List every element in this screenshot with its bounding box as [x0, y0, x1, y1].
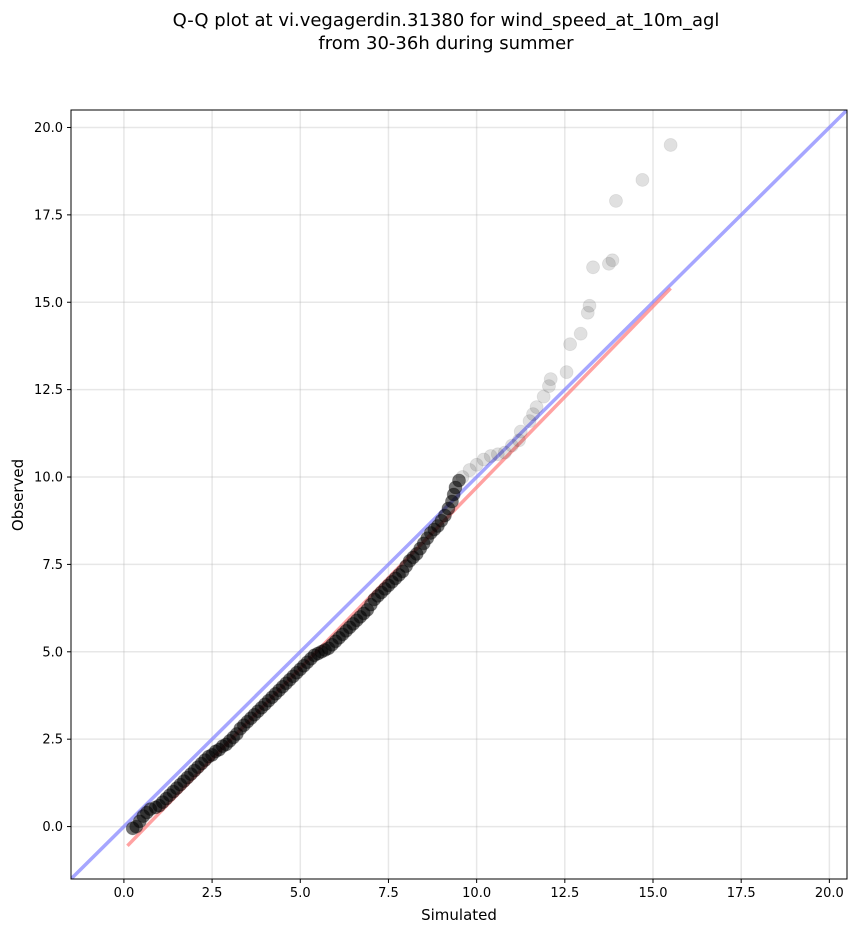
quantile-point: [497, 445, 512, 460]
quantile-point: [586, 260, 600, 275]
x-tick-label: 20.0: [815, 886, 844, 901]
x-tick-label: 5.0: [290, 886, 311, 901]
y-axis-label: Observed: [9, 459, 27, 531]
quantile-point: [582, 298, 597, 313]
y-tick-label: 5.0: [42, 645, 63, 660]
x-tick-label: 12.5: [550, 886, 579, 901]
quantile-point: [522, 414, 537, 428]
x-tick-label: 7.5: [378, 886, 399, 901]
quantile-point: [559, 365, 574, 380]
quantile-point: [513, 424, 528, 439]
x-axis-label: Simulated: [421, 906, 497, 924]
chart-title-line1: Q-Q plot at vi.vegagerdin.31380 for wind…: [173, 10, 720, 31]
quantile-point: [455, 470, 470, 484]
quantile-point: [543, 372, 558, 387]
y-tick-label: 7.5: [42, 558, 63, 573]
x-tick-label: 15.0: [639, 886, 668, 901]
x-tick-label: 10.0: [462, 886, 491, 901]
y-tick-label: 12.5: [34, 383, 63, 398]
quantile-point: [512, 433, 526, 448]
quantile-point: [580, 305, 595, 320]
quantile-point: [505, 438, 519, 453]
y-tick-label: 20.0: [34, 121, 63, 136]
quantile-point: [635, 173, 650, 187]
quantile-points: [125, 138, 678, 836]
y-tick-label: 17.5: [34, 208, 63, 223]
quantile-point: [469, 457, 484, 472]
quantile-point: [536, 389, 551, 404]
plot-frame: [70, 109, 848, 880]
quantile-point: [609, 193, 623, 208]
x-tick-label: 0.0: [114, 886, 135, 901]
axis-ticks: 0.0 2.5 5.0 7.5 10.0 12.5 15.0 17.5 20.0 0.0 2.5 5.…: [34, 121, 844, 901]
x-tick-label: 2.5: [202, 886, 223, 901]
quantile-point: [526, 407, 540, 422]
chart-title-line2: from 30-36h during summer: [318, 33, 574, 54]
y-tick-label: 10.0: [34, 471, 63, 486]
quantile-point: [542, 379, 556, 394]
y-tick-label: 0.0: [42, 820, 63, 835]
quantile-point: [663, 138, 678, 152]
y-tick-label: 2.5: [42, 733, 63, 748]
quantile-point: [452, 473, 466, 488]
quantile-point: [483, 449, 498, 463]
quantile-point: [573, 326, 588, 341]
quantile-point: [602, 256, 616, 271]
quantile-point: [529, 400, 544, 415]
quantile-point: [563, 337, 578, 352]
quantile-point: [462, 463, 477, 477]
quantile-point: [490, 447, 505, 462]
quantile-point: [605, 253, 620, 268]
quantile-point: [476, 452, 491, 467]
y-tick-label: 15.0: [34, 296, 63, 311]
x-tick-label: 17.5: [727, 886, 756, 901]
